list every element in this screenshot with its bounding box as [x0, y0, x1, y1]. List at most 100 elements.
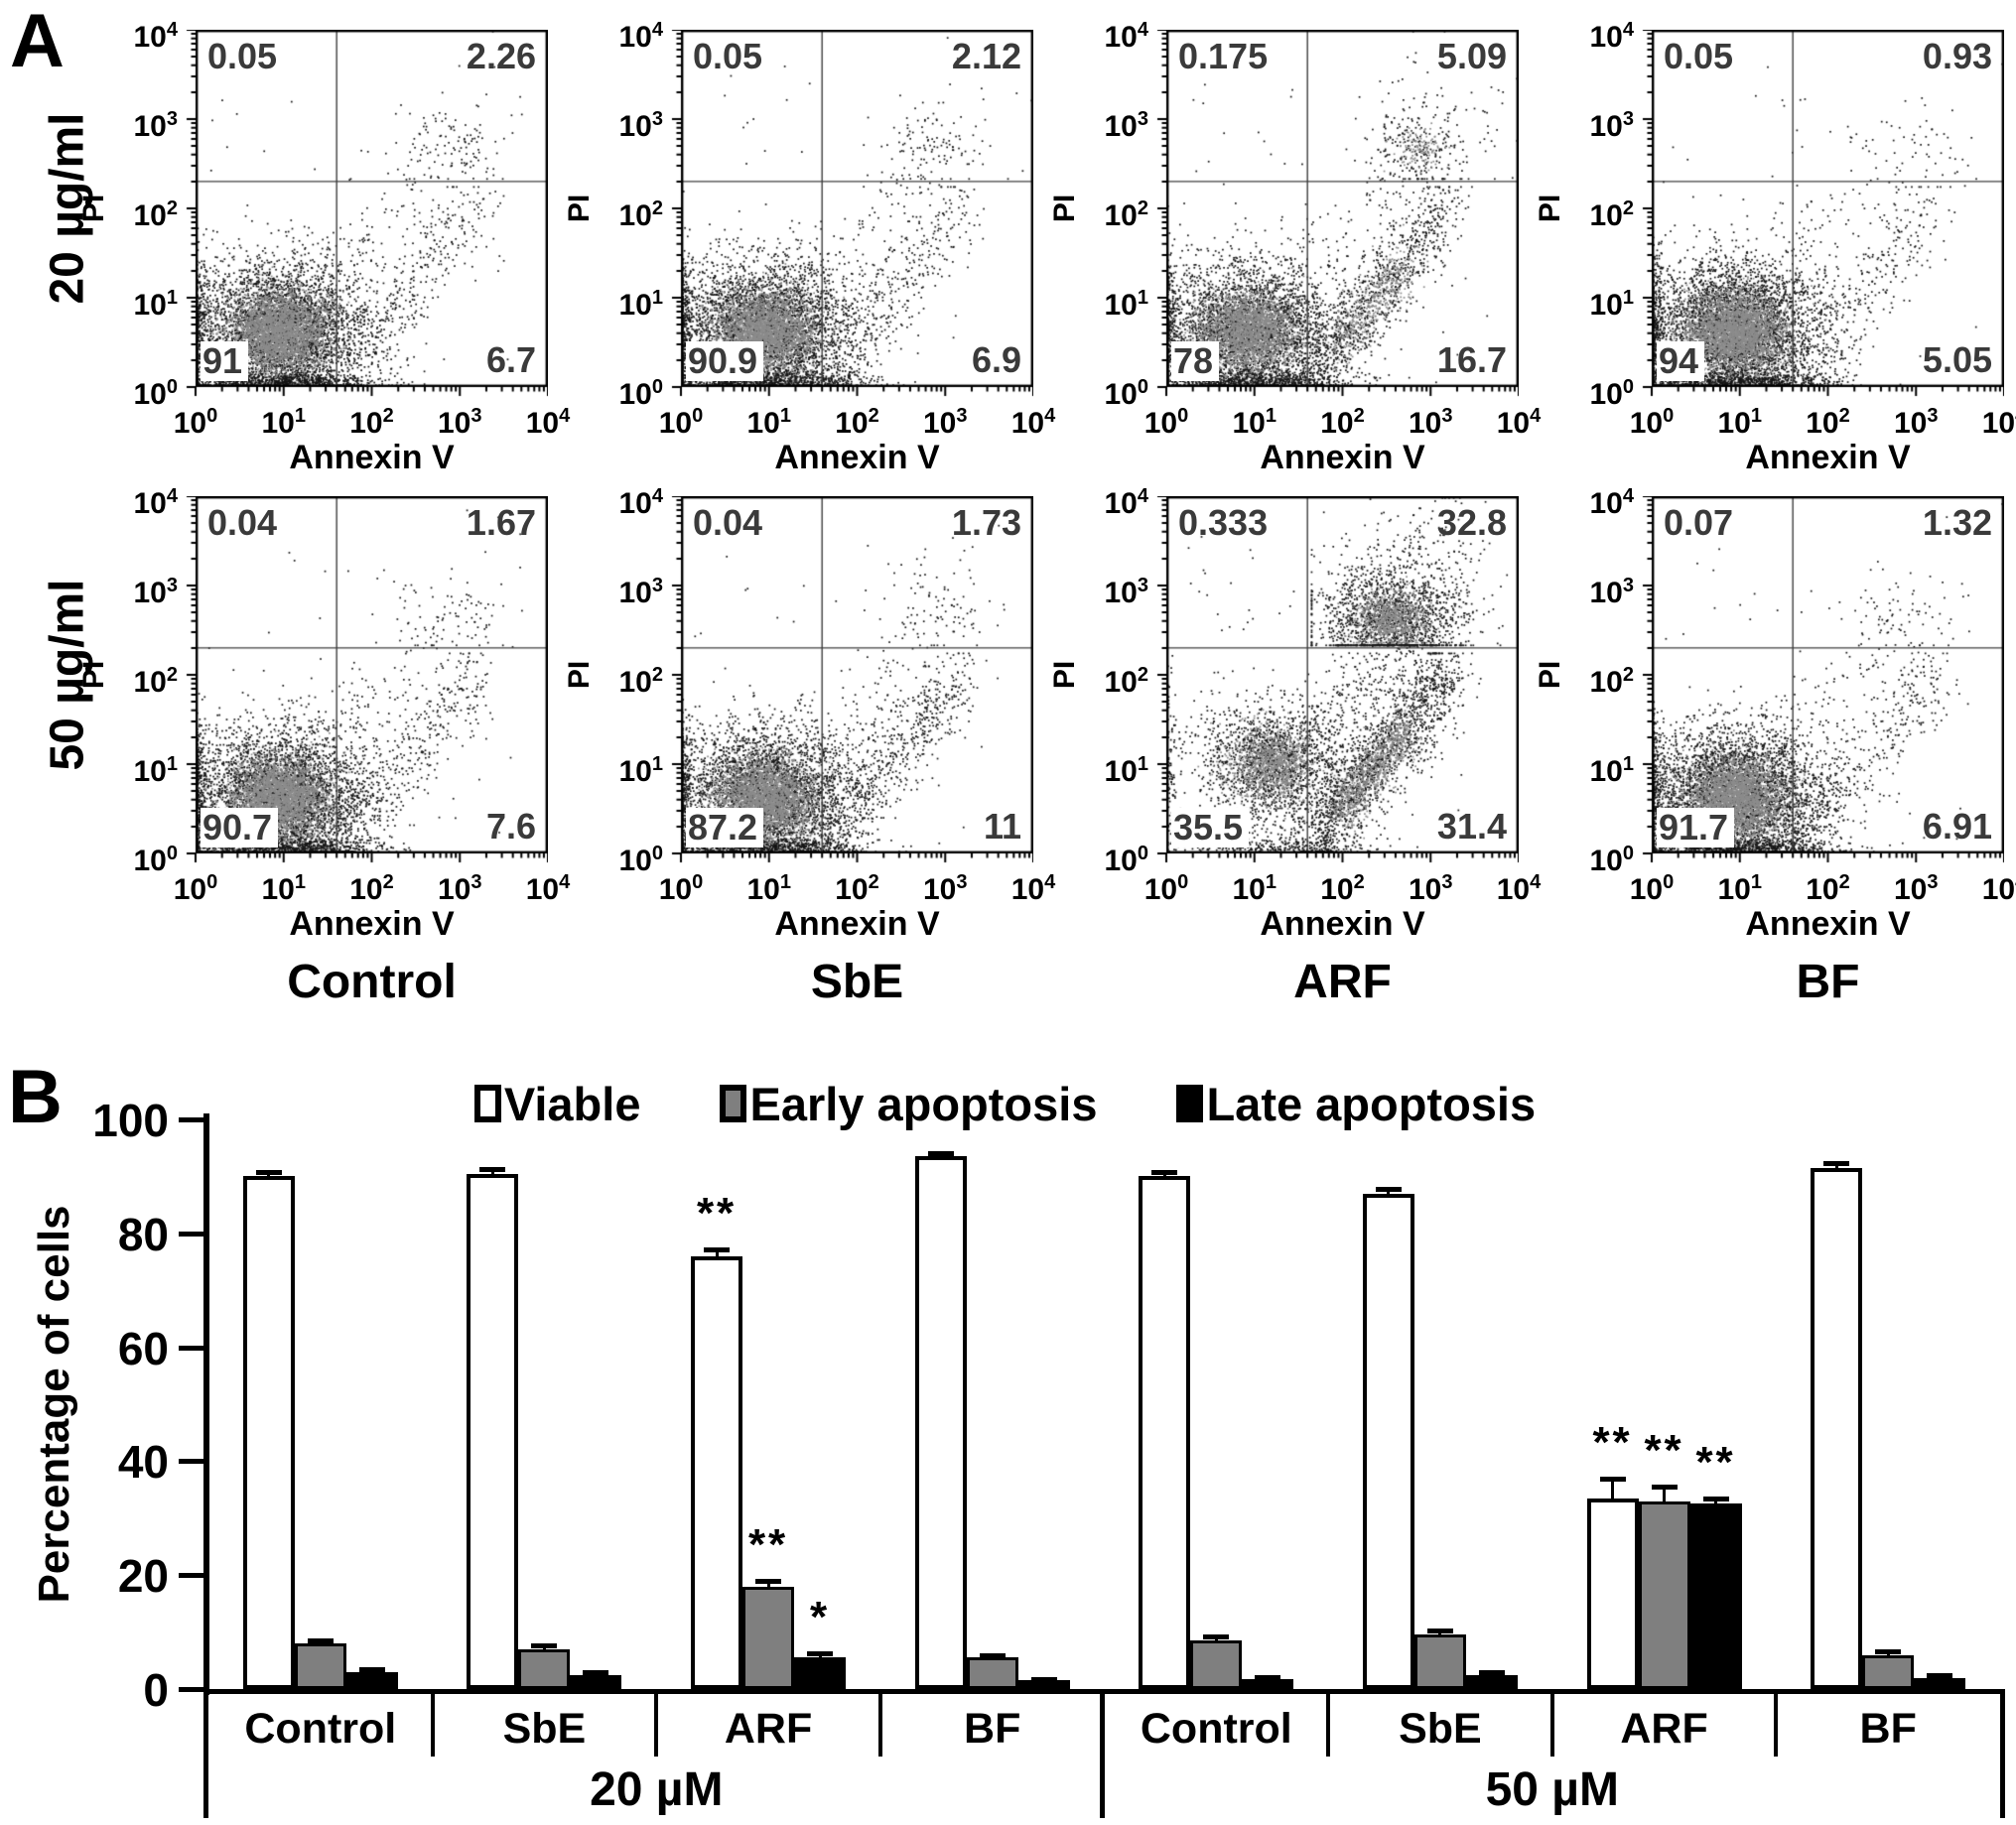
- bar-early-apoptosis: [742, 1586, 795, 1689]
- bar-group-label: ARF: [1620, 1705, 1708, 1753]
- significance-marker: **: [1592, 1417, 1633, 1467]
- y-tick-label: 100: [1589, 376, 1635, 411]
- x-tick-label: 102: [1320, 871, 1365, 906]
- y-tick-label: 103: [1589, 108, 1635, 143]
- flow-scatter-canvas: [1152, 496, 1519, 867]
- legend-swatch-late-apoptosis: [1176, 1085, 1204, 1122]
- flow-scatter-canvas: [182, 30, 548, 401]
- bar-y-tick: [179, 1573, 204, 1579]
- y-tick-label: 104: [1589, 19, 1635, 54]
- quadrant-lower-left-value: 87.2: [686, 808, 764, 847]
- bar-group-separator: [877, 1689, 882, 1757]
- x-axis-label: Annexin V: [774, 439, 940, 476]
- error-bar-stem: [1663, 1487, 1667, 1501]
- x-tick-label: 103: [438, 871, 482, 906]
- y-tick-label: 100: [1104, 376, 1149, 411]
- y-tick-label: 104: [1104, 19, 1149, 54]
- y-axis-label: PI: [563, 194, 596, 223]
- bar-early-apoptosis: [1638, 1500, 1690, 1689]
- x-tick-label: 102: [835, 405, 879, 440]
- bar-concentration-label: 50 µM: [1485, 1763, 1619, 1816]
- y-axis-label: PI: [1534, 194, 1566, 223]
- bar-y-tick: [179, 1117, 204, 1122]
- x-tick-label: 104: [1010, 871, 1056, 906]
- bar-early-apoptosis: [1862, 1654, 1915, 1689]
- bar-y-tick-label: 100: [92, 1095, 169, 1146]
- y-tick-label: 103: [133, 108, 179, 143]
- error-bar-stem: [1611, 1478, 1615, 1499]
- error-bar-cap: [583, 1670, 609, 1676]
- x-tick-label: 102: [835, 871, 879, 906]
- x-tick-label: 104: [1496, 405, 1542, 440]
- legend-item: Early apoptosis: [720, 1077, 1097, 1131]
- quadrant-upper-left-value: 0.05: [1664, 36, 1734, 76]
- x-tick-label: 103: [923, 871, 968, 906]
- bar-early-apoptosis: [294, 1643, 346, 1689]
- error-bar-cap: [979, 1652, 1006, 1658]
- column-label-treatment: ARF: [1293, 956, 1392, 1008]
- error-bar-cap: [1478, 1669, 1505, 1675]
- error-bar-cap: [1255, 1674, 1281, 1680]
- y-tick-label: 101: [1589, 753, 1635, 788]
- error-bar-cap: [1030, 1676, 1057, 1682]
- row-label-concentration: 50 µg/ml: [41, 579, 94, 771]
- bar-late-apoptosis: [1689, 1503, 1742, 1689]
- x-tick-label: 104: [525, 871, 571, 906]
- quadrant-upper-left-value: 0.333: [1178, 502, 1269, 543]
- quadrant-upper-left-value: 0.175: [1178, 36, 1269, 76]
- bar-group-label: ARF: [724, 1705, 813, 1753]
- quadrant-upper-right-value: 0.93: [1922, 36, 1992, 76]
- error-bar-cap: [531, 1642, 558, 1648]
- y-tick-label: 101: [1104, 753, 1149, 788]
- quadrant-lower-right-value: 6.7: [485, 339, 536, 380]
- bar-late-apoptosis: [1914, 1677, 1966, 1689]
- y-tick-label: 102: [1104, 664, 1149, 699]
- y-axis-label: PI: [1048, 660, 1081, 690]
- bar-late-apoptosis: [1465, 1674, 1518, 1689]
- y-tick-label: 100: [133, 843, 179, 877]
- y-tick-label: 101: [618, 287, 664, 322]
- quadrant-upper-right-value: 1.32: [1922, 502, 1992, 543]
- panel-a-label: A: [10, 0, 65, 83]
- quadrant-upper-right-value: 1.67: [466, 502, 536, 543]
- bar-group-separator: [1774, 1689, 1779, 1757]
- quadrant-lower-right-value: 16.7: [1436, 339, 1507, 380]
- x-tick-label: 101: [1232, 405, 1277, 440]
- bar-viable: [1811, 1167, 1863, 1689]
- y-tick-label: 101: [1589, 287, 1635, 322]
- y-tick-label: 100: [618, 376, 664, 411]
- x-tick-label: 100: [173, 405, 218, 440]
- quadrant-lower-right-value: 31.4: [1436, 806, 1507, 847]
- legend-label: Early apoptosis: [749, 1077, 1098, 1130]
- column-label-treatment: Control: [287, 956, 457, 1008]
- x-tick-label: 104: [1496, 871, 1542, 906]
- quadrant-upper-right-value: 2.12: [951, 36, 1021, 76]
- y-tick-label: 102: [133, 664, 179, 699]
- quadrant-lower-right-value: 11: [983, 806, 1021, 847]
- bar-early-apoptosis: [1413, 1634, 1466, 1689]
- y-tick-label: 100: [1589, 843, 1635, 877]
- bar-viable: [691, 1255, 743, 1689]
- x-tick-label: 103: [1894, 871, 1939, 906]
- x-tick-label: 102: [1806, 871, 1850, 906]
- error-bar-cap: [704, 1246, 731, 1252]
- bar-viable: [242, 1176, 295, 1689]
- y-tick-label: 100: [618, 843, 664, 877]
- x-tick-label: 102: [1806, 405, 1850, 440]
- x-tick-label: 101: [261, 871, 307, 906]
- quadrant-upper-left-value: 0.07: [1664, 502, 1734, 543]
- bar-group-label: SbE: [1399, 1705, 1482, 1753]
- y-tick-label: 103: [618, 575, 664, 609]
- x-tick-label: 101: [1717, 871, 1763, 906]
- bar-group-label: SbE: [502, 1705, 587, 1753]
- flow-scatter-canvas: [1638, 496, 2004, 867]
- quadrant-upper-left-value: 0.05: [207, 36, 278, 76]
- quadrant-lower-left-value: 90.9: [686, 341, 764, 381]
- error-bar-cap: [479, 1166, 506, 1172]
- x-tick-label: 104: [1981, 405, 2016, 440]
- x-tick-label: 101: [261, 405, 307, 440]
- bar-group-separator: [430, 1689, 435, 1757]
- quadrant-upper-right-value: 1.73: [951, 502, 1021, 543]
- y-tick-label: 101: [133, 287, 179, 322]
